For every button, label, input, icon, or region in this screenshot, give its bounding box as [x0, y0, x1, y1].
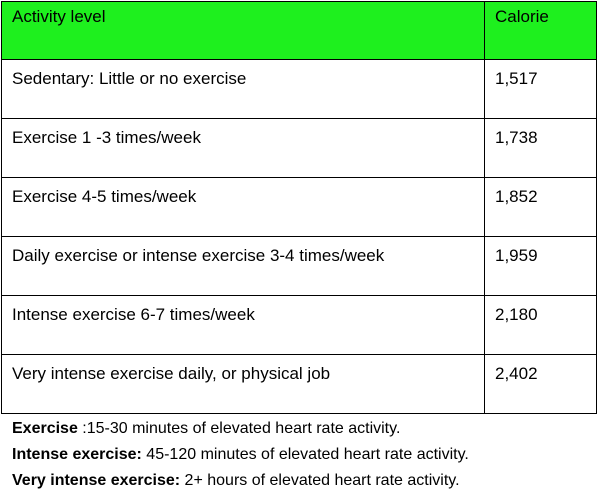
note-term: Very intense exercise:: [12, 472, 181, 489]
activity-cell: Sedentary: Little or no exercise: [1, 59, 485, 119]
activity-cell: Very intense exercise daily, or physical…: [1, 354, 485, 414]
note-text: 2+ hours of elevated heart rate activity…: [180, 472, 460, 489]
table-row: Exercise 1 -3 times/week 1,738: [1, 118, 597, 178]
calorie-cell: 1,959: [484, 236, 597, 296]
table-header-row: Activity level Calorie: [1, 1, 597, 60]
note-text: :15-30 minutes of elevated heart rate ac…: [77, 420, 401, 437]
calorie-cell: 1,517: [484, 59, 597, 119]
table-row: Intense exercise 6-7 times/week 2,180: [1, 295, 597, 355]
note-intense-exercise: Intense exercise: 45-120 minutes of elev…: [12, 442, 469, 468]
calorie-cell: 2,402: [484, 354, 597, 414]
note-term: Intense exercise:: [12, 446, 142, 463]
activity-cell: Exercise 4-5 times/week: [1, 177, 485, 237]
definitions-notes: Exercise :15-30 minutes of elevated hear…: [12, 416, 469, 494]
header-calorie: Calorie: [484, 1, 597, 60]
table-row: Very intense exercise daily, or physical…: [1, 354, 597, 414]
table-row: Sedentary: Little or no exercise 1,517: [1, 59, 597, 119]
note-term: Exercise: [12, 420, 78, 437]
calorie-cell: 1,738: [484, 118, 597, 178]
calorie-cell: 1,852: [484, 177, 597, 237]
activity-cell: Exercise 1 -3 times/week: [1, 118, 485, 178]
calorie-table: Activity level Calorie Sedentary: Little…: [1, 1, 597, 414]
header-activity-level: Activity level: [1, 1, 485, 60]
activity-cell: Intense exercise 6-7 times/week: [1, 295, 485, 355]
calorie-cell: 2,180: [484, 295, 597, 355]
note-exercise: Exercise :15-30 minutes of elevated hear…: [12, 416, 469, 442]
table-row: Exercise 4-5 times/week 1,852: [1, 177, 597, 237]
note-very-intense-exercise: Very intense exercise: 2+ hours of eleva…: [12, 468, 469, 494]
note-text: 45-120 minutes of elevated heart rate ac…: [141, 446, 469, 463]
activity-cell: Daily exercise or intense exercise 3-4 t…: [1, 236, 485, 296]
table-row: Daily exercise or intense exercise 3-4 t…: [1, 236, 597, 296]
